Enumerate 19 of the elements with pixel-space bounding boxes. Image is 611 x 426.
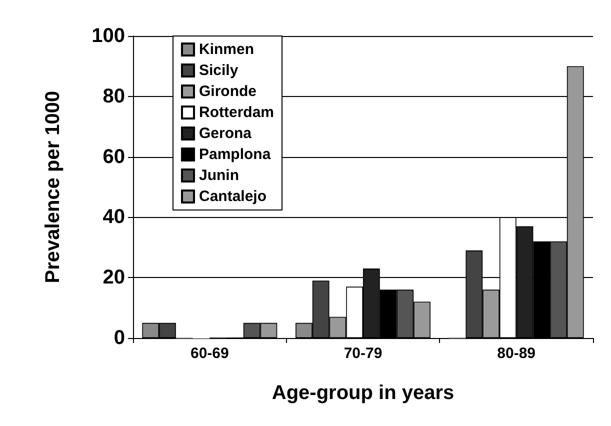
legend-label: Cantalejo — [199, 188, 267, 205]
legend-label: Kinmen — [199, 41, 254, 58]
y-tick-label: 60 — [102, 146, 125, 168]
y-tick-label: 40 — [102, 206, 125, 228]
y-tick-label: 80 — [102, 85, 125, 108]
y-axis-title: Prevalence per 1000 — [42, 90, 64, 284]
legend-label: Gerona — [199, 125, 252, 142]
legend-label: Rotterdam — [199, 104, 274, 121]
legend-label: Gironde — [199, 83, 257, 100]
y-tick-label: 100 — [92, 25, 125, 47]
x-tick-label: 80-89 — [497, 345, 536, 362]
x-tick-label: 70-79 — [344, 345, 382, 362]
legend-label: Junin — [199, 167, 239, 184]
x-tick-label: 60-69 — [190, 345, 229, 362]
legend-label: Sicily — [199, 62, 239, 79]
y-tick-label: 20 — [102, 266, 125, 289]
x-axis-title: Age-group in years — [272, 382, 454, 404]
legend-label: Pamplona — [199, 146, 272, 163]
y-tick-label: 0 — [114, 327, 125, 349]
